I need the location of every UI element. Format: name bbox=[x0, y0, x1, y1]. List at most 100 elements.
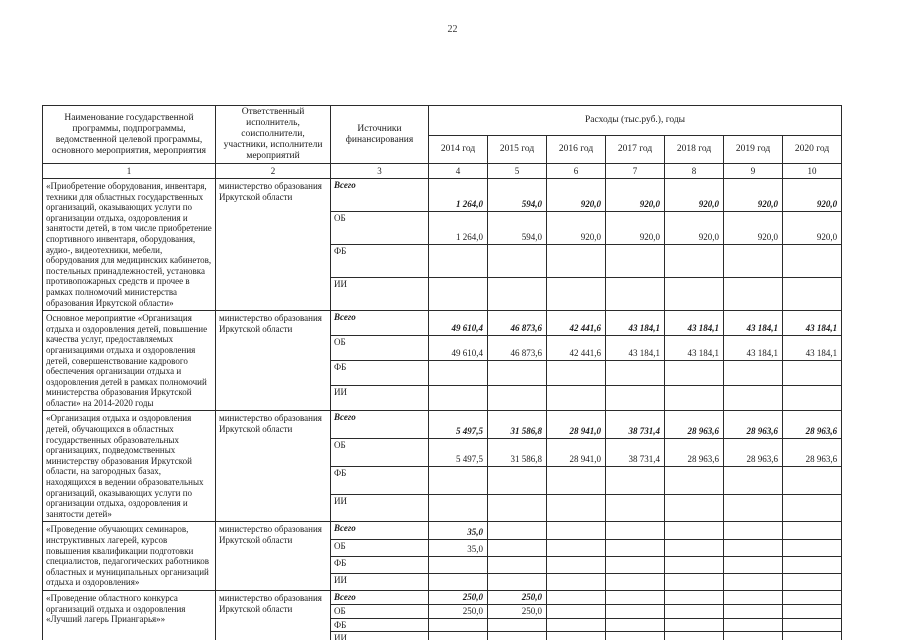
value-cell: 28 963,6 bbox=[664, 410, 724, 440]
value-cell: 38 731,4 bbox=[605, 438, 665, 467]
value-cell bbox=[664, 385, 724, 412]
value-cell bbox=[723, 555, 783, 574]
program-name-cell: «Проведение областного конкурса организа… bbox=[42, 589, 216, 640]
value-cell bbox=[487, 385, 547, 412]
value-cell: 5 497,5 bbox=[428, 410, 488, 440]
header-year: 2019 год bbox=[723, 134, 783, 165]
column-number: 9 bbox=[723, 163, 783, 179]
header-row-numbers: 1 2 3 4 5 6 7 8 9 10 bbox=[42, 163, 843, 179]
value-cell bbox=[546, 385, 606, 412]
column-number: 7 bbox=[605, 163, 665, 179]
value-cell: 920,0 bbox=[664, 211, 724, 246]
page-number: 22 bbox=[447, 24, 458, 35]
value-cell bbox=[428, 630, 488, 640]
value-cell bbox=[428, 465, 488, 495]
table-row: ФБ bbox=[43, 465, 843, 495]
value-cell bbox=[605, 589, 665, 605]
value-cell bbox=[546, 465, 606, 495]
header-funding-sources: Источники финансирования bbox=[330, 105, 429, 164]
value-cell bbox=[605, 630, 665, 640]
value-cell bbox=[723, 493, 783, 523]
value-cell bbox=[487, 538, 547, 557]
value-cell bbox=[546, 630, 606, 640]
value-cell bbox=[664, 360, 724, 387]
value-cell: 43 184,1 bbox=[605, 335, 665, 362]
value-cell bbox=[487, 360, 547, 387]
funding-source-cell: ФБ bbox=[330, 244, 429, 279]
funding-source-cell: Всего bbox=[330, 177, 429, 213]
program-name-cell: «Организация отдыха и оздоровления детей… bbox=[42, 410, 216, 523]
value-cell: 43 184,1 bbox=[605, 310, 665, 337]
value-cell bbox=[781, 521, 843, 540]
header-row-top: Наименование государственной программы, … bbox=[42, 105, 843, 164]
table-row: ОБ 250,0 250,0 bbox=[43, 603, 843, 619]
value-cell bbox=[487, 555, 547, 574]
value-cell bbox=[723, 538, 783, 557]
table-row: ОБ 35,0 bbox=[43, 538, 843, 557]
value-cell: 43 184,1 bbox=[781, 310, 843, 337]
value-cell bbox=[546, 538, 606, 557]
value-cell bbox=[723, 603, 783, 619]
value-cell bbox=[546, 603, 606, 619]
value-cell bbox=[605, 465, 665, 495]
value-cell bbox=[723, 572, 783, 591]
value-cell bbox=[664, 538, 724, 557]
column-number: 4 bbox=[428, 163, 488, 179]
value-cell bbox=[781, 589, 843, 605]
value-cell: 920,0 bbox=[546, 177, 606, 213]
executor-cell: министерство образования Иркутской облас… bbox=[215, 310, 331, 412]
value-cell bbox=[487, 493, 547, 523]
value-cell bbox=[546, 244, 606, 279]
value-cell bbox=[664, 630, 724, 640]
header-executor: Ответственный исполнитель, соисполнители… bbox=[215, 105, 331, 164]
value-cell bbox=[781, 493, 843, 523]
value-cell: 920,0 bbox=[723, 177, 783, 213]
column-number: 8 bbox=[664, 163, 724, 179]
value-cell: 920,0 bbox=[546, 211, 606, 246]
funding-source-cell: ФБ bbox=[330, 555, 429, 574]
value-cell: 250,0 bbox=[487, 603, 547, 619]
value-cell: 28 963,6 bbox=[723, 438, 783, 467]
funding-source-cell: ИИ bbox=[330, 277, 429, 312]
column-number: 10 bbox=[781, 163, 843, 179]
value-cell bbox=[723, 360, 783, 387]
value-cell bbox=[723, 630, 783, 640]
value-cell bbox=[487, 465, 547, 495]
table-row: «Проведение областного конкурса организа… bbox=[42, 589, 843, 640]
value-cell bbox=[781, 603, 843, 619]
value-cell bbox=[664, 521, 724, 540]
header-year: 2016 год bbox=[546, 134, 606, 165]
value-cell bbox=[605, 244, 665, 279]
value-cell bbox=[781, 465, 843, 495]
value-cell bbox=[546, 572, 606, 591]
value-cell: 35,0 bbox=[428, 521, 488, 540]
value-cell bbox=[664, 603, 724, 619]
value-cell: 49 610,4 bbox=[428, 335, 488, 362]
funding-source-cell: ОБ bbox=[330, 335, 429, 362]
value-cell bbox=[546, 277, 606, 312]
header-year: 2014 год bbox=[428, 134, 488, 165]
header-year: 2017 год bbox=[605, 134, 665, 165]
value-cell bbox=[487, 617, 547, 632]
value-cell: 35,0 bbox=[428, 538, 488, 557]
value-cell bbox=[781, 360, 843, 387]
funding-source-cell: ФБ bbox=[330, 465, 429, 495]
header-expenses: Расходы (тыс.руб.), годы bbox=[427, 105, 843, 136]
value-cell bbox=[664, 555, 724, 574]
program-name-cell: «Приобретение оборудования, инвентаря, т… bbox=[42, 177, 216, 312]
value-cell: 5 497,5 bbox=[428, 438, 488, 467]
funding-source-cell: ИИ bbox=[330, 630, 429, 640]
funding-source-cell: ОБ bbox=[330, 438, 429, 467]
value-cell: 594,0 bbox=[487, 177, 547, 213]
value-cell: 28 963,6 bbox=[781, 410, 843, 440]
value-cell: 46 873,6 bbox=[487, 310, 547, 337]
value-cell: 250,0 bbox=[428, 589, 488, 605]
value-cell: 31 586,8 bbox=[487, 410, 547, 440]
value-cell bbox=[428, 360, 488, 387]
value-cell bbox=[546, 617, 606, 632]
value-cell: 43 184,1 bbox=[664, 310, 724, 337]
value-cell: 43 184,1 bbox=[781, 335, 843, 362]
value-cell: 920,0 bbox=[781, 177, 843, 213]
funding-source-cell: ОБ bbox=[330, 211, 429, 246]
value-cell bbox=[605, 555, 665, 574]
